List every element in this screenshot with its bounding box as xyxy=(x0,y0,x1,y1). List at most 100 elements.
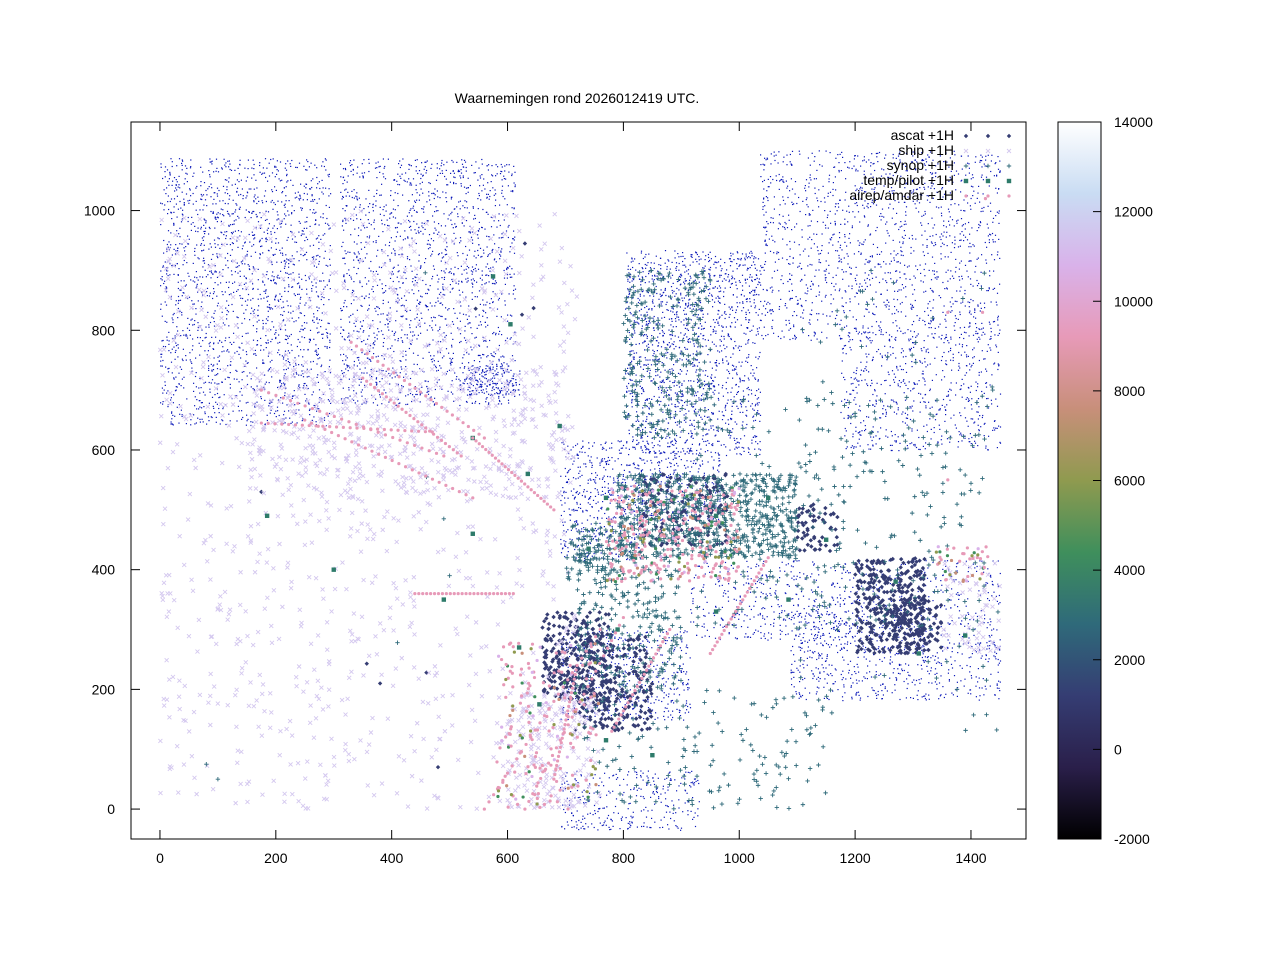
coastline-dot xyxy=(216,403,218,405)
coastline-dot xyxy=(736,268,738,270)
coastline-dot xyxy=(718,399,720,401)
coastline-dot xyxy=(209,321,212,324)
coastline-dot xyxy=(194,225,196,227)
coastline-dot xyxy=(353,299,355,301)
coastline-dot xyxy=(247,362,249,364)
coastline-dot xyxy=(187,297,189,300)
coastline-dot xyxy=(362,260,364,262)
coastline-dot xyxy=(683,319,685,321)
coastline-dot xyxy=(708,442,710,444)
coastline-dot xyxy=(184,250,186,252)
coastline-dot xyxy=(727,276,729,278)
coastline-dot xyxy=(659,293,661,295)
coastline-dot xyxy=(306,227,308,229)
coastline-dot xyxy=(265,335,267,337)
coastline-dot xyxy=(474,217,476,220)
coastline-dot xyxy=(246,353,248,356)
coastline-dot xyxy=(460,169,462,171)
coastline-dot xyxy=(206,291,208,293)
coastline-dot xyxy=(507,236,509,239)
coastline-dot xyxy=(256,328,258,330)
coastline-dot xyxy=(353,259,355,261)
coastline-dot xyxy=(214,382,216,384)
coastline-dot xyxy=(229,215,231,217)
coastline-dot xyxy=(444,175,446,178)
coastline-dot xyxy=(256,344,259,346)
coastline-dot xyxy=(700,258,702,260)
coastline-dot xyxy=(679,306,681,308)
coastline-dot xyxy=(182,292,184,294)
coastline-dot xyxy=(208,226,210,228)
coastline-dot xyxy=(318,263,320,265)
coastline-dot xyxy=(426,201,428,203)
coastline-dot xyxy=(271,321,273,323)
coastline-dot xyxy=(313,321,315,323)
coastline-dot xyxy=(374,336,376,339)
coastline-dot xyxy=(688,410,690,412)
coastline-dot xyxy=(268,382,270,384)
coastline-dot xyxy=(348,332,350,334)
coastline-dot xyxy=(189,167,192,169)
coastline-dot xyxy=(630,379,632,381)
coastline-dot xyxy=(656,275,658,277)
coastline-dot xyxy=(278,300,280,302)
coastline-dot xyxy=(330,402,332,404)
coastline-dot xyxy=(242,297,244,300)
coastline-dot xyxy=(171,348,173,350)
coastline-dot xyxy=(641,325,643,327)
coastline-dot xyxy=(319,256,321,258)
coastline-dot xyxy=(759,282,761,284)
coastline-dot xyxy=(464,366,466,368)
coastline-dot xyxy=(755,334,757,336)
coastline-dot xyxy=(639,299,641,301)
coastline-dot xyxy=(642,420,644,422)
coastline-dot xyxy=(310,368,312,370)
coastline-dot xyxy=(475,270,477,272)
coastline-dot xyxy=(459,301,461,303)
coastline-dot xyxy=(350,276,352,278)
coastline-dot xyxy=(699,452,701,454)
coastline-dot xyxy=(647,448,649,450)
coastline-dot xyxy=(674,335,676,337)
coastline-dot xyxy=(322,337,324,339)
coastline-dot xyxy=(265,381,267,383)
coastline-dot xyxy=(369,350,371,352)
coastline-dot xyxy=(674,318,677,320)
coastline-dot xyxy=(451,196,453,198)
coastline-dot xyxy=(302,376,305,378)
coastline-dot xyxy=(492,368,494,370)
coastline-dot xyxy=(408,212,410,214)
coastline-dot xyxy=(325,159,327,161)
coastline-dot xyxy=(372,203,374,205)
coastline-dot xyxy=(166,248,168,250)
coastline-dot xyxy=(458,170,461,172)
coastline-dot xyxy=(633,367,635,370)
coastline-dot xyxy=(305,302,307,304)
coastline-dot xyxy=(358,331,360,333)
coastline-dot xyxy=(668,446,670,448)
coastline-dot xyxy=(219,247,221,249)
coastline-dot xyxy=(171,317,173,319)
coastline-dot xyxy=(751,329,753,331)
coastline-dot xyxy=(425,380,427,382)
coastline-dot xyxy=(698,327,700,329)
coastline-dot xyxy=(757,330,759,333)
coastline-dot xyxy=(287,361,289,363)
coastline-dot xyxy=(260,398,262,400)
coastline-dot xyxy=(270,247,272,249)
coastline-dot xyxy=(514,186,516,188)
coastline-dot xyxy=(725,446,727,448)
coastline-dot xyxy=(203,244,205,246)
coastline-dot xyxy=(701,309,704,311)
coastline-dot xyxy=(726,360,728,362)
coastline-dot xyxy=(696,359,698,361)
coastline-dot xyxy=(295,166,297,168)
coastline-dot xyxy=(272,208,274,210)
coastline-dot xyxy=(636,443,638,446)
coastline-dot xyxy=(215,158,218,160)
coastline-dot xyxy=(658,298,660,300)
coastline-dot xyxy=(237,246,239,248)
coastline-dot xyxy=(632,440,634,443)
coastline-dot xyxy=(482,369,484,371)
coastline-dot xyxy=(224,340,226,342)
